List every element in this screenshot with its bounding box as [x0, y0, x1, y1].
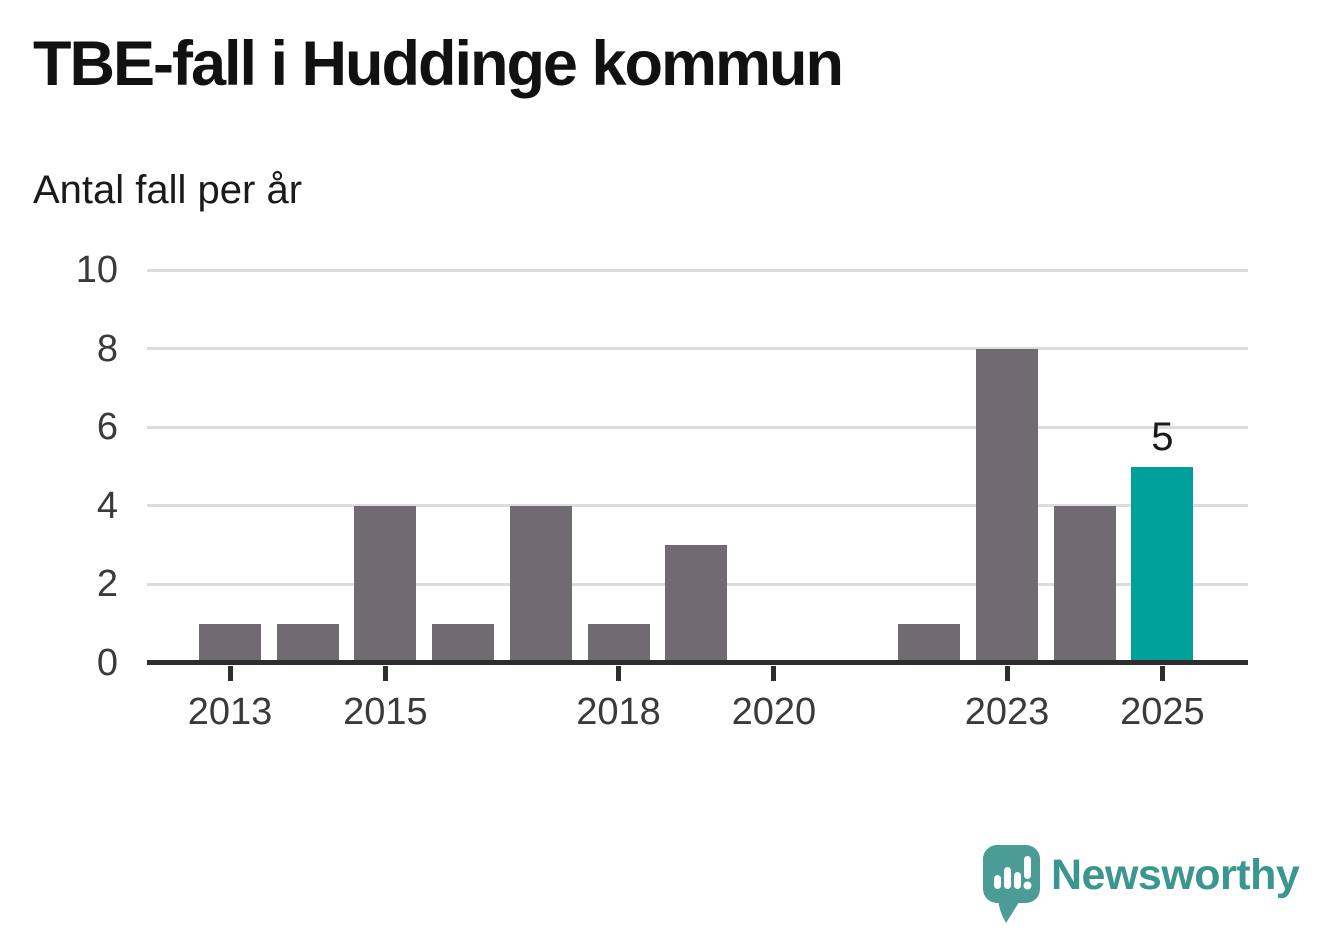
bar-2013 [199, 623, 261, 663]
y-axis-tick-label: 8 [96, 327, 118, 370]
bar-2014 [276, 623, 339, 663]
x-axis-tick-2013 [227, 666, 233, 681]
x-axis-tick-2020 [771, 666, 777, 681]
y-axis-tick-label: 4 [96, 484, 118, 527]
y-axis-tick-label: 10 [75, 249, 118, 291]
gridline-y-4 [147, 504, 1248, 508]
bar-2016 [432, 623, 495, 663]
gridline-y-6 [147, 425, 1248, 429]
x-axis-tick-label: 2025 [1120, 691, 1205, 733]
x-axis-tick-label: 2013 [187, 691, 273, 733]
y-axis-tick-label: 6 [96, 406, 118, 449]
x-axis-tick-label: 2018 [576, 691, 661, 733]
bar-2022 [898, 623, 961, 663]
newsworthy-bubble-icon [983, 845, 1040, 923]
x-axis-tick-2023 [1004, 666, 1010, 681]
x-axis-tick-2025 [1159, 666, 1165, 681]
x-axis-tick-label: 2020 [731, 691, 817, 733]
gridline-y-8 [147, 347, 1248, 351]
bar-2023 [976, 348, 1038, 663]
x-axis-tick-label: 2015 [343, 691, 428, 733]
bar-value-label: 5 [1151, 414, 1174, 459]
bar-2024 [1053, 505, 1116, 663]
x-axis-line [147, 660, 1248, 665]
brand-logo-text: Newsworthy [1051, 851, 1300, 899]
bar-2015 [354, 505, 417, 663]
gridline-y-10 [147, 268, 1248, 272]
x-axis-tick-2018 [616, 666, 621, 681]
bar-2019 [665, 545, 728, 663]
brand-logo: Newsworthy [983, 845, 1300, 925]
y-axis-tick-label: 2 [96, 563, 118, 606]
bar-2018 [587, 623, 650, 663]
x-axis-tick-label: 2023 [964, 691, 1050, 733]
x-axis-tick-2015 [382, 666, 388, 681]
y-axis-tick-label: 0 [96, 642, 118, 684]
chart-subtitle-y-axis-label: Antal fall per år [33, 168, 303, 212]
bar-2017 [509, 505, 572, 663]
chart-title: TBE-fall i Huddinge kommun [33, 29, 844, 99]
bar-2025 [1131, 466, 1194, 663]
